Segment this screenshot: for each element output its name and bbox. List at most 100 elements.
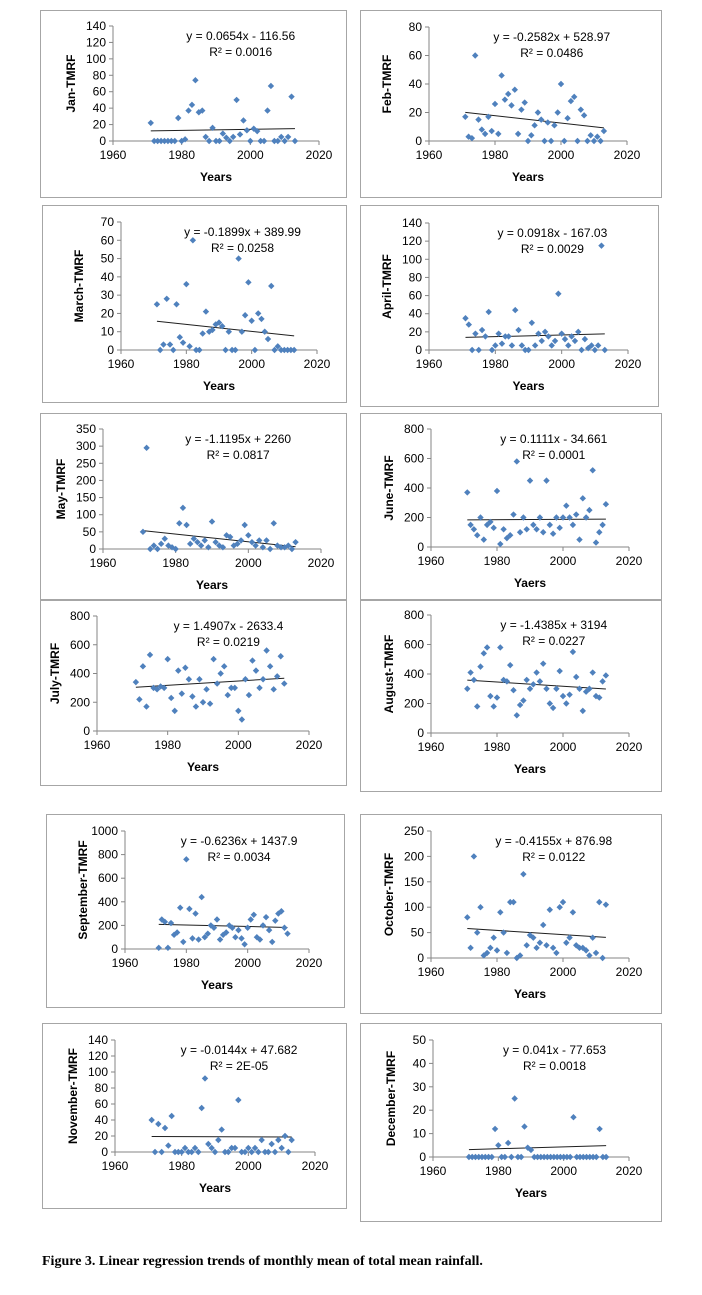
- data-point: [265, 926, 273, 934]
- y-tick-label: 70: [101, 215, 115, 229]
- data-point: [495, 1142, 502, 1149]
- data-point: [269, 938, 276, 946]
- y-tick-label: 60: [95, 1097, 109, 1111]
- y-tick-label: 0: [417, 726, 424, 740]
- data-point: [477, 663, 484, 670]
- chart-panel-october: 0 50 100 150 200 250 1960 1980 2000 2020 Years Octo…: [360, 814, 662, 1014]
- data-point: [553, 949, 560, 957]
- data-point: [151, 1148, 159, 1156]
- chart-panel-jan: 0 20 40 60 80 100 120 140 1960 1980 2000 2020 Years J…: [40, 10, 347, 198]
- data-point: [260, 137, 268, 145]
- data-point: [584, 137, 591, 145]
- data-point: [510, 511, 517, 518]
- y-tick-label: 10: [101, 325, 115, 339]
- data-point: [132, 678, 140, 686]
- y-tick-label: 400: [404, 481, 424, 495]
- data-point: [566, 691, 573, 698]
- chart-panel-september: 0 200 400 600 800 1000 1960 1980 2000 2020 Years Se…: [46, 814, 345, 1008]
- data-point: [576, 536, 583, 543]
- data-point: [176, 334, 183, 341]
- regression-equation: y = 0.1111x - 34.661: [500, 432, 607, 446]
- y-tick-label: 200: [76, 473, 96, 487]
- data-point: [150, 684, 157, 692]
- y-tick-label: 40: [93, 101, 107, 115]
- data-point: [536, 514, 544, 521]
- y-tick-label: 80: [409, 20, 423, 34]
- x-tick-label: 2020: [304, 357, 331, 371]
- data-point: [524, 137, 532, 145]
- data-point: [490, 703, 497, 710]
- y-axis-title: December-TMRF: [384, 1051, 398, 1146]
- y-axis-title: April-TMRF: [380, 254, 394, 319]
- data-point: [488, 1153, 495, 1161]
- data-point: [157, 683, 164, 690]
- data-point: [501, 96, 509, 103]
- chart-june: 0 200 400 600 800 1960 1980 2000 2020 Yaers June-T…: [382, 422, 643, 590]
- trendline: [158, 923, 288, 928]
- data-point: [573, 511, 580, 518]
- data-point: [180, 938, 187, 946]
- data-point: [165, 542, 172, 549]
- r-squared-label: R² = 0.0219: [197, 635, 260, 649]
- data-point: [151, 137, 158, 145]
- data-point: [212, 137, 220, 145]
- data-point: [518, 106, 525, 113]
- r-squared-label: R² = 0.0001: [522, 448, 585, 462]
- data-point: [533, 669, 540, 676]
- y-tick-label: 800: [404, 422, 424, 436]
- regression-equation: y = -0.1899x + 389.99: [184, 225, 301, 239]
- data-point: [261, 328, 268, 335]
- data-point: [586, 685, 593, 692]
- data-point: [291, 137, 299, 145]
- data-point: [215, 1136, 222, 1144]
- data-point: [221, 1148, 229, 1156]
- y-tick-label: 120: [88, 1049, 108, 1063]
- x-tick-label: 2000: [550, 1164, 577, 1178]
- data-point: [475, 346, 482, 354]
- data-point: [256, 537, 263, 544]
- x-tick-label: 1980: [484, 740, 511, 754]
- data-point: [288, 545, 296, 553]
- data-point: [487, 692, 494, 700]
- data-point: [559, 898, 567, 906]
- data-point: [497, 909, 504, 916]
- data-point: [599, 1153, 607, 1161]
- data-point: [187, 540, 194, 548]
- data-point: [467, 669, 474, 676]
- y-tick-label: 0: [415, 134, 422, 148]
- data-point: [555, 290, 562, 297]
- data-point: [235, 255, 242, 262]
- chart-panel-march: 0 10 20 30 40 50 60 70 1960 1980 2000 2020 Years Marc…: [42, 205, 347, 403]
- data-point: [530, 681, 537, 688]
- data-point: [574, 137, 581, 145]
- regression-equation: y = 1.4907x - 2633.4: [174, 619, 284, 633]
- data-point: [274, 542, 281, 549]
- y-tick-label: 20: [93, 118, 107, 132]
- data-point: [464, 685, 471, 692]
- data-point: [547, 1153, 554, 1161]
- data-point: [569, 521, 577, 529]
- data-point: [234, 540, 241, 548]
- data-point: [548, 342, 555, 349]
- data-point: [228, 1144, 235, 1152]
- data-point: [139, 528, 147, 536]
- data-point: [467, 521, 474, 529]
- chart-jan: 0 20 40 60 80 100 120 140 1960 1980 2000 2020 Years J…: [64, 19, 333, 184]
- x-axis-title: Years: [201, 978, 233, 992]
- regression-equation: y = -1.4385x + 3194: [500, 618, 607, 632]
- data-point: [217, 670, 224, 677]
- y-tick-label: 300: [76, 439, 96, 453]
- data-point: [553, 1153, 561, 1161]
- data-point: [261, 1148, 269, 1156]
- x-tick-label: 2000: [237, 148, 264, 162]
- data-point: [146, 651, 154, 659]
- data-point: [598, 242, 605, 249]
- data-point: [465, 321, 472, 328]
- x-tick-label: 1980: [154, 738, 181, 752]
- data-point: [228, 684, 235, 692]
- data-point: [485, 113, 492, 120]
- y-axis-title: Jan-TMRF: [64, 55, 78, 113]
- data-point: [281, 346, 288, 354]
- x-tick-label: 1960: [102, 1159, 129, 1173]
- data-point: [250, 911, 257, 918]
